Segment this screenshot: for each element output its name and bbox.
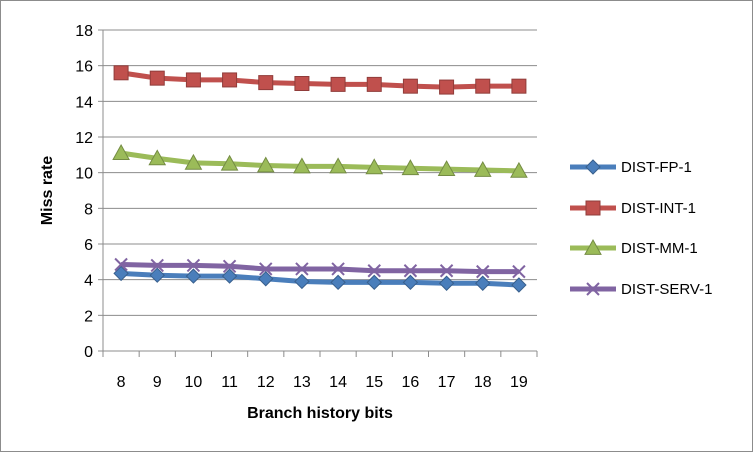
legend-marker <box>586 282 600 296</box>
x-axis-title: Branch history bits <box>247 405 393 422</box>
data-point-dist-fp-1 <box>294 273 310 290</box>
legend-marker <box>584 238 602 255</box>
data-point-dist-mm-1 <box>329 157 347 174</box>
x-tick-label: 12 <box>257 374 275 391</box>
data-point-dist-int-1 <box>294 76 310 91</box>
data-point-dist-serv-1 <box>259 262 273 276</box>
data-point-dist-fp-1 <box>113 265 129 282</box>
x-tick-label: 15 <box>365 374 383 391</box>
data-point-dist-int-1 <box>113 65 129 81</box>
data-point-dist-fp-1 <box>185 268 202 284</box>
y-axis-title: Miss rate <box>39 156 56 225</box>
data-point-dist-mm-1 <box>510 161 528 178</box>
data-point-dist-mm-1 <box>437 160 456 176</box>
series-line-dist-mm-1 <box>120 150 519 174</box>
data-point-dist-serv-1 <box>512 264 526 279</box>
x-tick-label: 19 <box>510 374 528 391</box>
series-line-dist-serv-1 <box>121 262 519 275</box>
legend-label: DIST-SERV-1 <box>621 281 712 298</box>
data-point-dist-int-1 <box>402 78 418 94</box>
legend-marker <box>585 159 601 175</box>
legend-item-dist-mm-1: DIST-MM-1 <box>570 238 698 257</box>
x-tick-label: 17 <box>438 374 456 391</box>
series-line-dist-int-1 <box>120 70 519 90</box>
data-point-dist-fp-1 <box>402 274 419 291</box>
data-point-dist-fp-1 <box>511 277 527 293</box>
x-tick-label: 11 <box>221 374 238 391</box>
data-point-dist-mm-1 <box>256 156 275 173</box>
data-point-dist-serv-1 <box>295 262 309 276</box>
x-tick-label: 18 <box>474 374 492 391</box>
data-point-dist-mm-1 <box>473 160 492 177</box>
y-tick-label: 18 <box>75 23 93 40</box>
data-point-dist-serv-1 <box>476 264 490 279</box>
y-tick-label: 14 <box>75 94 93 111</box>
data-point-dist-serv-1 <box>114 257 128 272</box>
legend: DIST-FP-1 DIST-INT-1 DIST-MM-1 DIST-SERV-1 <box>570 159 712 298</box>
data-point-dist-mm-1 <box>401 159 420 176</box>
data-point-dist-serv-1 <box>439 264 454 278</box>
data-point-dist-int-1 <box>149 70 165 86</box>
data-point-dist-mm-1 <box>365 158 384 175</box>
x-tick-label: 16 <box>402 374 420 391</box>
y-tick-label: 2 <box>84 308 93 325</box>
x-tick-label: 14 <box>329 374 347 391</box>
y-tick-label: 4 <box>84 273 93 290</box>
series-markers <box>112 65 528 293</box>
data-point-dist-int-1 <box>475 78 491 94</box>
y-tick-label: 0 <box>84 344 93 361</box>
data-point-dist-serv-1 <box>367 264 381 278</box>
data-point-dist-mm-1 <box>148 149 167 166</box>
legend-item-dist-fp-1: DIST-FP-1 <box>570 159 692 176</box>
data-point-dist-fp-1 <box>221 268 238 284</box>
legend-label: DIST-FP-1 <box>621 159 692 176</box>
x-tick-label: 10 <box>185 374 203 391</box>
data-point-dist-mm-1 <box>220 154 239 171</box>
y-tick-label: 8 <box>84 201 93 218</box>
data-point-dist-serv-1 <box>403 264 418 278</box>
data-point-dist-fp-1 <box>149 267 165 283</box>
x-tick-label: 13 <box>293 374 311 391</box>
data-point-dist-int-1 <box>222 72 238 88</box>
data-point-dist-serv-1 <box>186 258 201 273</box>
data-point-dist-serv-1 <box>150 258 164 273</box>
axes: 0 2 4 6 8 10 12 14 16 18 8 9 10 11 12 13 14 15 16 17 18 19 <box>75 23 538 391</box>
gridlines <box>103 29 537 316</box>
data-point-dist-fp-1 <box>258 271 274 287</box>
legend-label: DIST-MM-1 <box>621 240 698 257</box>
data-point-dist-fp-1 <box>330 274 346 291</box>
legend-item-dist-serv-1: DIST-SERV-1 <box>570 281 712 298</box>
data-point-dist-mm-1 <box>184 153 203 170</box>
data-point-dist-int-1 <box>439 79 455 95</box>
data-point-dist-mm-1 <box>293 157 311 174</box>
data-point-dist-int-1 <box>366 76 382 92</box>
legend-item-dist-int-1: DIST-INT-1 <box>570 200 696 217</box>
data-point-dist-mm-1 <box>112 144 130 160</box>
series-lines <box>120 70 520 288</box>
data-point-dist-serv-1 <box>331 262 345 276</box>
data-point-dist-int-1 <box>185 72 201 88</box>
y-tick-label: 16 <box>75 59 93 76</box>
y-tick-label: 6 <box>84 237 93 254</box>
data-point-dist-fp-1 <box>366 274 382 291</box>
y-tick-label: 12 <box>75 130 93 147</box>
legend-label: DIST-INT-1 <box>621 200 696 217</box>
data-point-dist-int-1 <box>511 78 527 94</box>
data-point-dist-serv-1 <box>222 259 237 273</box>
x-tick-label: 9 <box>153 374 162 391</box>
data-point-dist-fp-1 <box>438 275 455 291</box>
data-point-dist-int-1 <box>330 76 346 92</box>
y-tick-label: 10 <box>75 166 93 183</box>
data-point-dist-int-1 <box>258 75 274 91</box>
data-point-dist-fp-1 <box>475 275 491 291</box>
x-tick-label: 8 <box>117 374 126 391</box>
legend-marker <box>585 200 601 216</box>
